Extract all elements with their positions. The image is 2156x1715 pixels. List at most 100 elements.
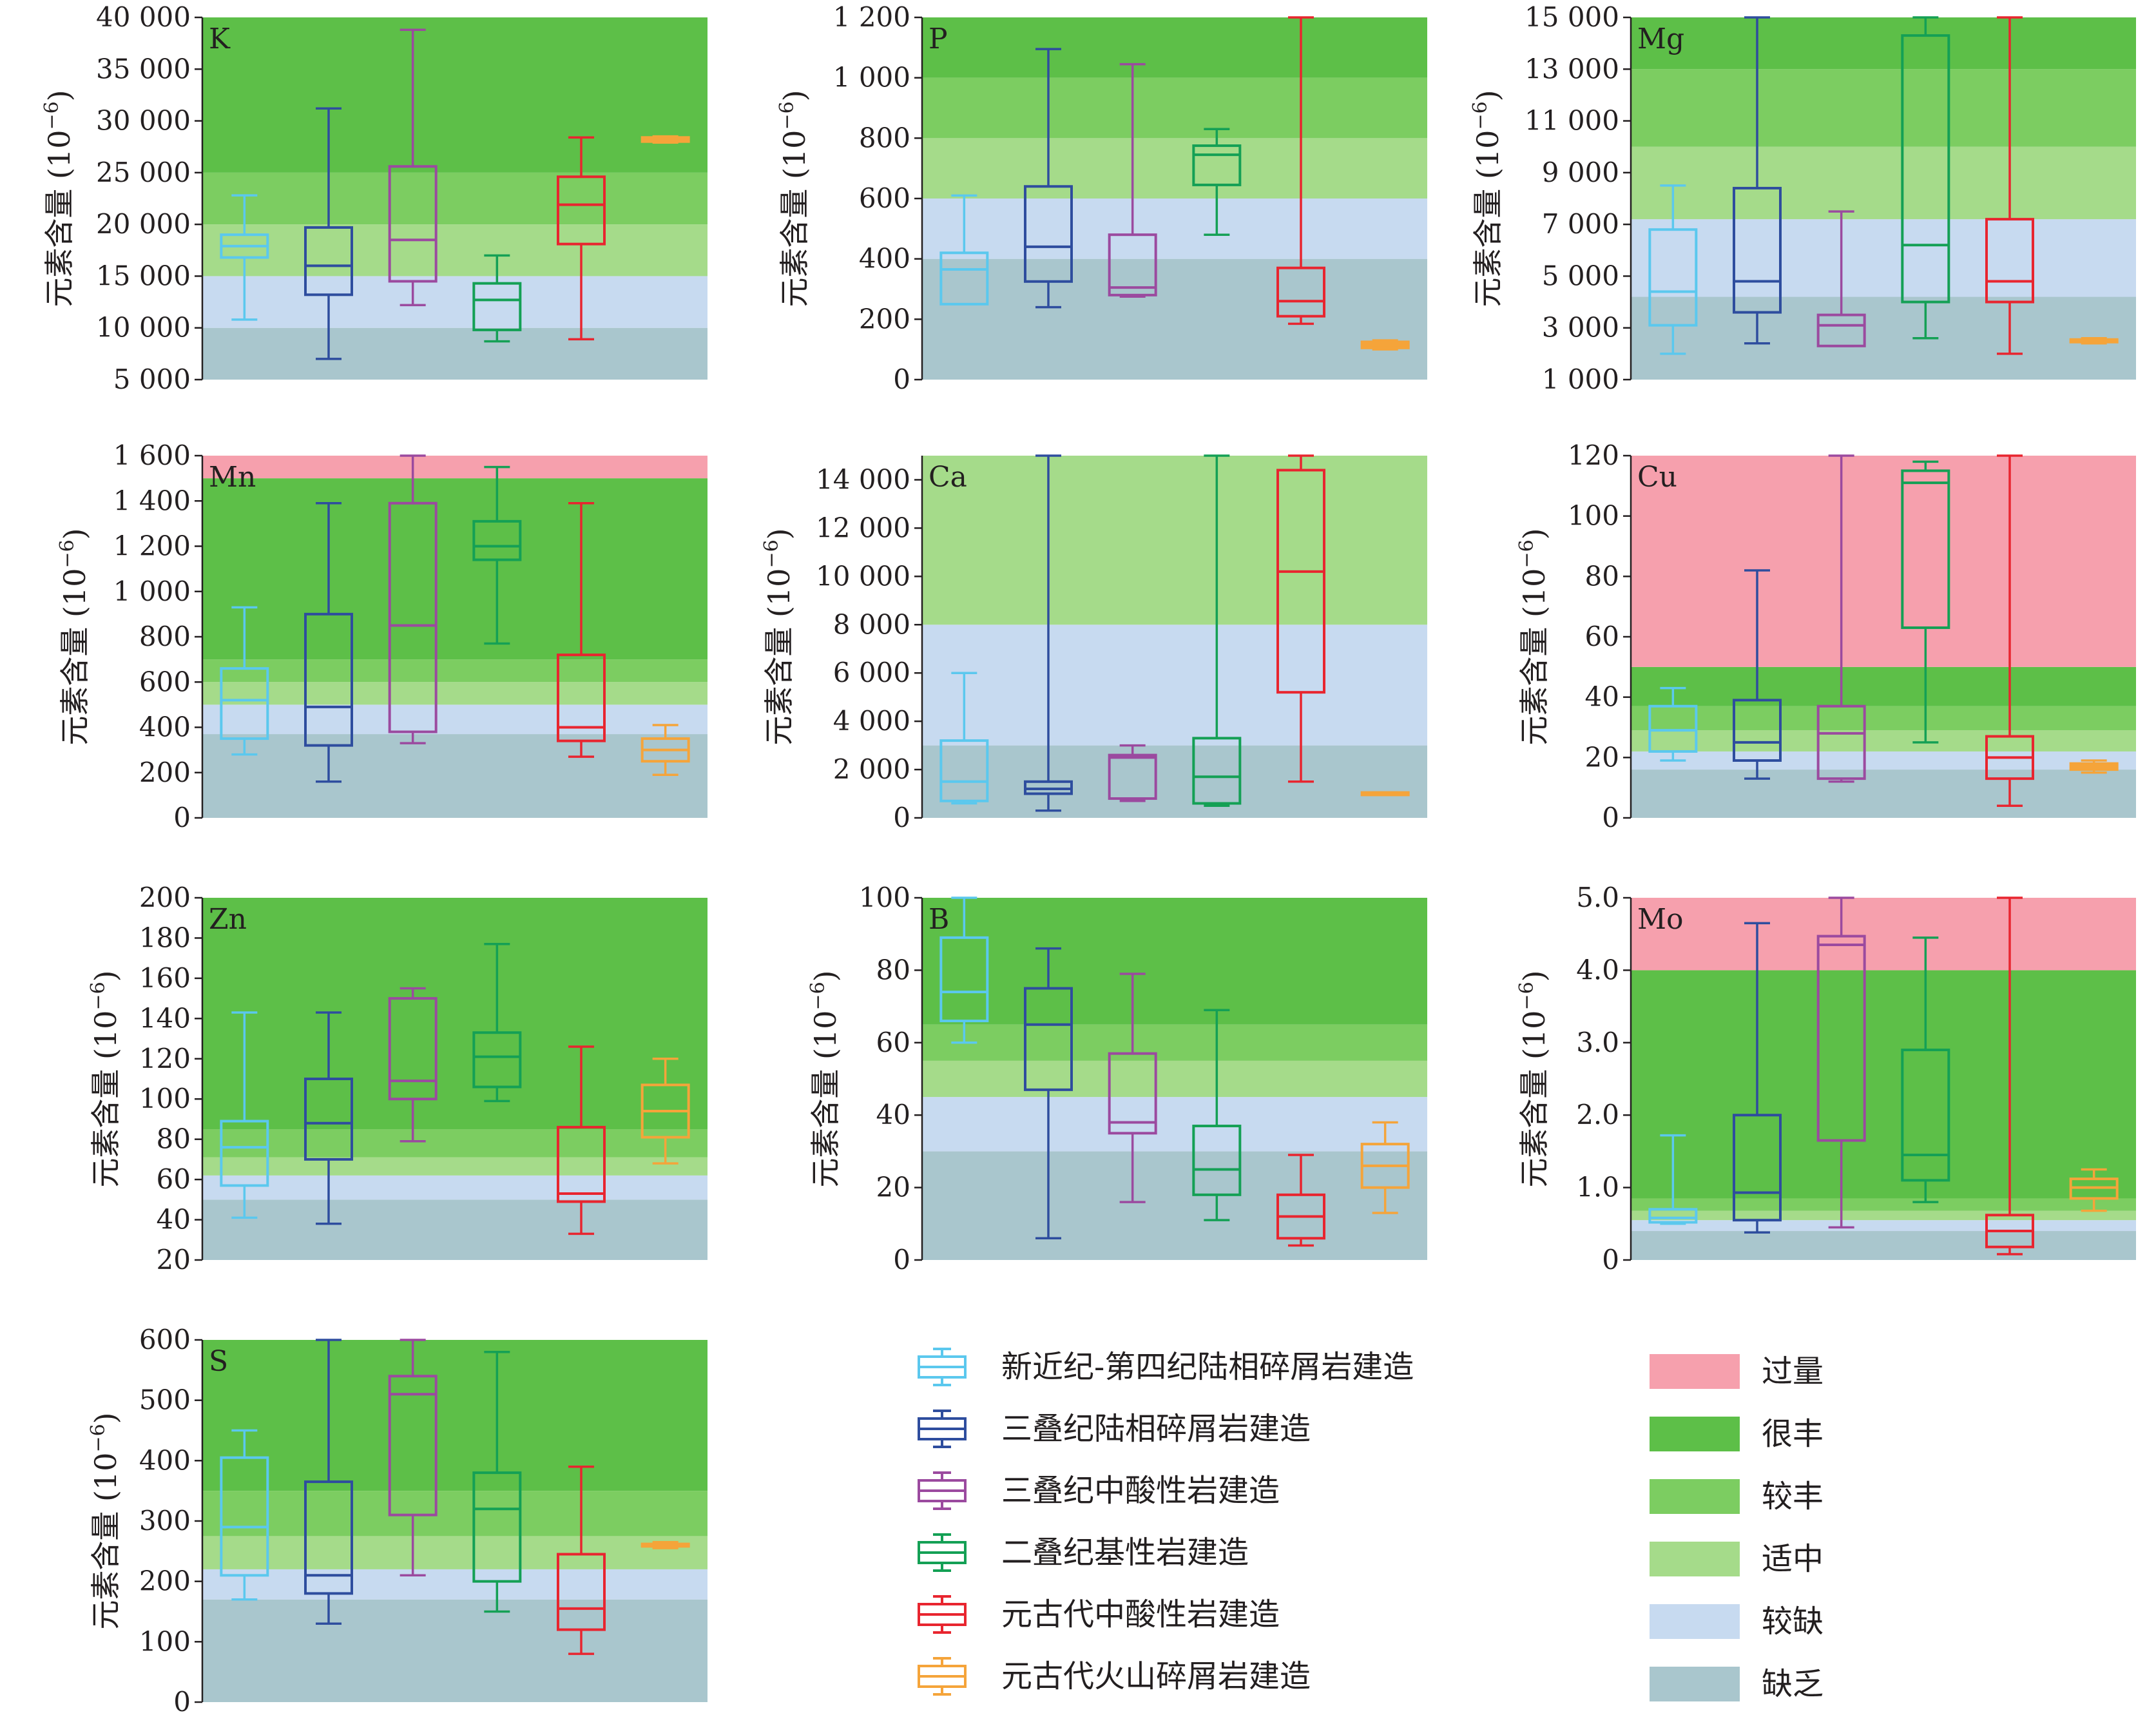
box-mo-3 (1901, 936, 1950, 1203)
y-tick-label: 100 (859, 882, 910, 913)
element-label: Mg (1637, 23, 1684, 55)
band-zn (202, 898, 707, 1130)
y-tick-label: 40 (1585, 681, 1619, 713)
y-tick-label: 25 000 (96, 157, 191, 188)
band-mn (202, 682, 707, 705)
band-p (922, 138, 1427, 199)
band-zn (202, 1129, 707, 1158)
y-tick-label: 200 (139, 1565, 191, 1597)
box-cu-3 (1901, 460, 1950, 744)
y-axis-close: ) (1470, 90, 1505, 101)
box-iqr (1108, 233, 1157, 296)
box-iqr (388, 165, 438, 283)
y-axis-title: 元素含量 (10−6) (41, 90, 77, 307)
box-iqr (388, 1375, 438, 1516)
y-axis-exponent: −6 (87, 982, 110, 1010)
band-b (922, 1024, 1427, 1061)
box-ca-5 (1360, 791, 1410, 797)
band-b (922, 1060, 1427, 1098)
box-iqr (1816, 704, 1866, 780)
y-axis-exponent: −6 (807, 982, 829, 1010)
panel-p: 0 200 400 600 800 1 000 1 200 元素含量 (10−6) P (776, 1, 1427, 395)
y-axis-close: ) (57, 528, 92, 539)
box-k-3 (472, 254, 522, 343)
y-tick-label: 3 000 (1542, 312, 1619, 344)
element-label: Ca (929, 461, 967, 494)
box-iqr (304, 1480, 353, 1595)
y-tick-label: 15 000 (96, 260, 191, 291)
box-s-0 (220, 1429, 269, 1601)
y-tick-label: 400 (139, 1444, 191, 1476)
y-axis-close: ) (1517, 528, 1552, 539)
y-tick-label: 0 (173, 802, 191, 833)
box-iqr (1108, 1052, 1157, 1135)
panel-mn: 0 200 400 600 800 1 000 1 200 1 400 1 600 元素含量 (1… (56, 440, 707, 833)
legend-grade-1: 很丰 (1650, 1416, 1824, 1452)
y-axis-title: 元素含量 (10−6) (56, 528, 92, 745)
y-tick-label: 12 000 (816, 512, 910, 543)
band-cu (1631, 456, 2136, 667)
y-tick-label: 200 (859, 303, 910, 334)
panel-ca: 0 2 000 4 000 6 000 8 000 10 000 12 000 14 000 元… (760, 454, 1427, 833)
y-tick-label: 800 (139, 621, 191, 652)
band-k (202, 276, 707, 328)
band-ca (922, 625, 1427, 746)
band-mg (1631, 219, 2136, 297)
element-label: Cu (1637, 461, 1677, 494)
y-tick-label: 1 200 (113, 530, 191, 562)
box-mg-3 (1901, 16, 1950, 340)
box-iqr (304, 226, 353, 296)
y-tick-label: 15 000 (1525, 1, 1619, 33)
box-b-4 (1276, 1154, 1325, 1247)
box-k-5 (640, 135, 690, 144)
element-label: P (929, 23, 948, 55)
y-tick-label: 0 (893, 1244, 910, 1275)
legend-grade-3: 适中 (1650, 1541, 1824, 1577)
y-tick-label: 400 (859, 243, 910, 275)
box-iqr (304, 1078, 353, 1161)
band-s (202, 1536, 707, 1569)
box-mo-4 (1985, 896, 2034, 1255)
y-tick-label: 60 (157, 1163, 191, 1195)
legend-grade-label: 过量 (1762, 1353, 1824, 1390)
y-axis-title: 元素含量 (10−6) (1516, 528, 1552, 745)
y-tick-label: 1 000 (113, 576, 191, 607)
box-iqr (220, 1119, 269, 1187)
element-label: K (209, 23, 231, 55)
y-tick-label: 7 000 (1542, 208, 1619, 240)
box-iqr (1985, 218, 2034, 304)
band-s (202, 1340, 707, 1491)
y-tick-label: 10 000 (96, 312, 191, 344)
box-k-4 (557, 136, 606, 341)
band-k (202, 172, 707, 225)
band-mg (1631, 69, 2136, 147)
box-zn-1 (304, 1011, 353, 1225)
y-tick-label: 400 (139, 712, 191, 743)
y-tick-label: 5 000 (1542, 260, 1619, 291)
box-iqr (1192, 144, 1242, 186)
box-zn-2 (388, 987, 438, 1143)
box-mn-4 (557, 502, 606, 758)
box-mg-4 (1985, 16, 2034, 355)
box-iqr (472, 1031, 522, 1089)
legend-formation-2: 三叠纪中酸性岩建造 (918, 1471, 1280, 1510)
box-iqr (557, 1125, 606, 1203)
band-cu (1631, 666, 2136, 706)
box-s-5 (640, 1541, 690, 1549)
box-mo-0 (1648, 1134, 1698, 1225)
y-tick-label: 80 (876, 954, 910, 985)
legend-swatch (1650, 1417, 1740, 1451)
box-p-4 (1276, 16, 1325, 325)
y-tick-label: 9 000 (1542, 157, 1619, 188)
band-b (922, 1151, 1427, 1260)
box-mo-5 (2069, 1168, 2119, 1212)
box-iqr (1108, 753, 1157, 800)
element-label: Zn (209, 903, 247, 936)
box-b-1 (1024, 947, 1073, 1240)
panel-s: 0 100 200 300 400 500 600 元素含量 (10−6) S (87, 1324, 707, 1715)
box-cu-2 (1816, 454, 1866, 783)
band-mn (202, 734, 707, 818)
box-iqr (1648, 1208, 1698, 1224)
band-s (202, 1491, 707, 1536)
